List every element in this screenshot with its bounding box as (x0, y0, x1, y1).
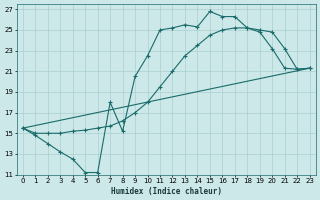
X-axis label: Humidex (Indice chaleur): Humidex (Indice chaleur) (111, 187, 222, 196)
